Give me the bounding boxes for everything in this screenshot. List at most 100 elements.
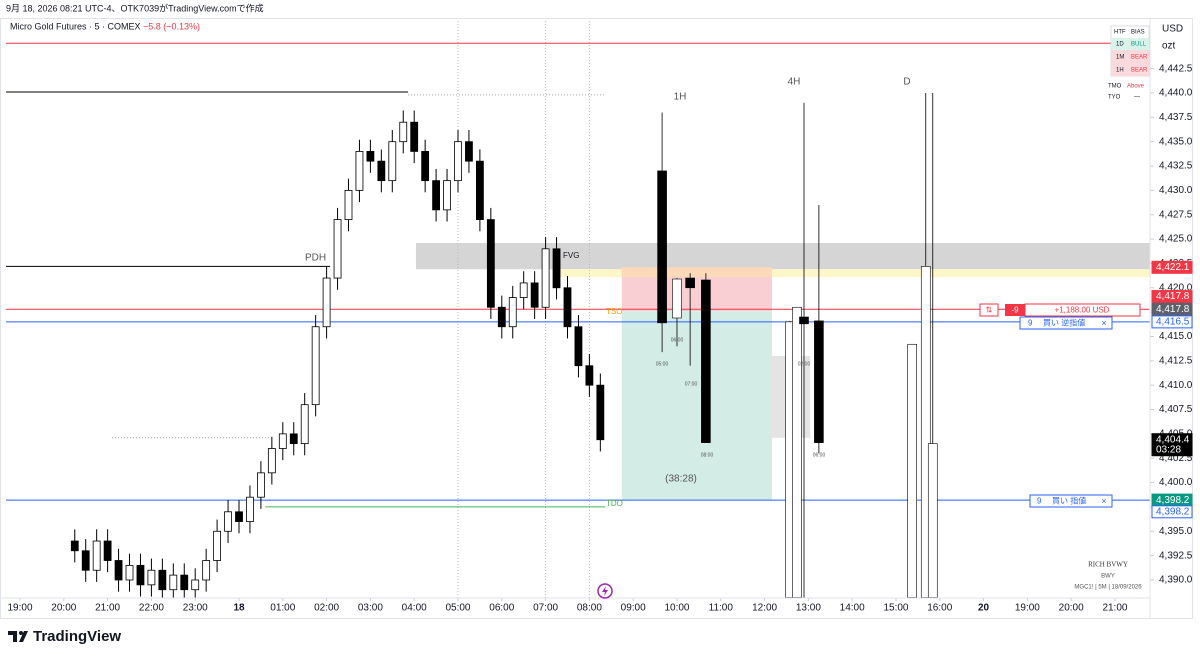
y-tick-label: 4,442.5 (1159, 63, 1193, 74)
htf-body (701, 279, 711, 443)
htf-time: 05:00 (656, 361, 669, 367)
htf-label: D (903, 77, 910, 88)
htf-body (907, 343, 917, 598)
order-side: 買い 指値 (1052, 496, 1086, 506)
htf-body (927, 443, 938, 598)
y-tick-label: 4,412.5 (1159, 355, 1193, 366)
candle-body (541, 248, 550, 308)
price-label: 4,398.2 (1156, 495, 1190, 506)
htf-label: 1H (674, 92, 687, 103)
price-label-box (1151, 505, 1193, 519)
x-tick-label: 14:00 (840, 603, 865, 614)
y-tick-label: 4,420.0 (1159, 282, 1193, 293)
brand-logo (8, 631, 28, 642)
order-close[interactable]: × (1101, 496, 1106, 506)
x-tick-label: 09:00 (621, 603, 646, 614)
y-tick-label: 4,437.5 (1159, 112, 1193, 123)
candle-body (596, 384, 605, 441)
y-tick-label: 4,427.5 (1159, 209, 1193, 220)
order-box[interactable] (1029, 494, 1113, 508)
duration-label: (38:28) (665, 474, 697, 485)
zone (560, 269, 1150, 278)
candle-body (169, 574, 178, 591)
orders: ⇅ -9 +1,188.00 USD 9 買い 逆指値 × 9 買い 指値 × (979, 303, 1141, 508)
candle-body (180, 574, 189, 591)
x-tick-label: 06:00 (489, 603, 514, 614)
zone (415, 242, 1150, 270)
price-label: 4,422.1 (1156, 262, 1190, 273)
table-cell: BULL (1131, 42, 1147, 48)
table-cell: BEAR (1131, 68, 1148, 74)
htf-time: 08:00 (701, 452, 714, 458)
table-cell: BIAS (1131, 30, 1145, 36)
x-tick-label: 01:00 (270, 603, 295, 614)
candle-body (475, 160, 484, 220)
candle-body (355, 151, 364, 191)
price-label: 4,398.2 (1156, 506, 1190, 517)
candle-body (224, 511, 232, 532)
candle-body (443, 180, 451, 211)
order-icon[interactable]: ⇅ (986, 306, 993, 315)
table-cell: Above (1127, 84, 1145, 90)
order-qty: 9 (1037, 497, 1042, 506)
y-tick-label: 4,425.0 (1159, 234, 1193, 245)
x-tick-label: 16:00 (927, 603, 952, 614)
htf-time: 07:00 (685, 381, 698, 387)
order-close[interactable]: × (1101, 318, 1106, 328)
order-side: 買い 逆指値 (1043, 318, 1085, 328)
order-box[interactable] (1019, 316, 1113, 330)
candle-body (191, 579, 200, 591)
order-pnl: +1,188.00 USD (1055, 306, 1110, 315)
x-tick-label: 05:00 (445, 603, 470, 614)
x-tick-label: 07:00 (533, 603, 558, 614)
candle-body (136, 564, 145, 586)
event-icon[interactable] (597, 583, 613, 599)
candle-body (81, 550, 90, 571)
candle-body (70, 540, 79, 552)
y-tick-label: 4,430.0 (1159, 185, 1193, 196)
candle-body (519, 282, 528, 298)
price-label: 4,404.4 (1156, 434, 1190, 445)
candle-body (147, 569, 156, 586)
price-label-box (1151, 260, 1193, 274)
order-pnl-box (1024, 303, 1141, 317)
x-tick-label: 20:00 (51, 603, 76, 614)
table-cell: TMO (1108, 84, 1122, 90)
order-button[interactable] (979, 303, 999, 317)
x-tick-label: 13:00 (796, 603, 821, 614)
htf-body (685, 277, 695, 289)
candle-body (585, 365, 594, 386)
candle-body (344, 189, 353, 220)
x-tick-label: 12:00 (752, 603, 777, 614)
candle-body (552, 248, 561, 289)
event-icon-bolt (602, 586, 608, 596)
x-tick-label: 20:00 (1059, 603, 1084, 614)
table-cell: 1D (1116, 42, 1124, 48)
candle-body (530, 282, 539, 308)
price-label-sub: 03:28 (1156, 444, 1181, 455)
candle-body (202, 560, 211, 581)
y-tick-label: 4,410.0 (1159, 380, 1193, 391)
y-tick-label: 4,400.0 (1159, 477, 1193, 488)
tso-label: TSO (606, 307, 622, 316)
candle-body (125, 564, 134, 581)
candle-body (311, 326, 320, 406)
candle-body (114, 560, 123, 581)
caption: 9月 18, 2026 08:21 UTC-4、OTK7039がTradingV… (6, 2, 264, 13)
candle-body (454, 141, 462, 182)
candle-body (103, 540, 112, 561)
x-tick-label: 23:00 (183, 603, 208, 614)
candle-body (257, 472, 265, 498)
price-label: 4,417.8 (1156, 291, 1190, 302)
candle-body (410, 121, 419, 152)
price-label: 4,416.5 (1156, 317, 1190, 328)
x-tick-label: 11:00 (709, 603, 734, 614)
candle-body (563, 287, 572, 328)
bias-table: HTF BIAS 1D BULL 1M BEAR 1H BEAR TMO Abo… (1108, 25, 1150, 101)
candle-body (421, 151, 430, 182)
candle-body (432, 180, 440, 211)
y-tick-label: 4,390.0 (1159, 575, 1193, 586)
price-label-box (1151, 315, 1193, 329)
table-cell: TYO (1108, 95, 1121, 101)
brand: TradingView (33, 628, 121, 645)
